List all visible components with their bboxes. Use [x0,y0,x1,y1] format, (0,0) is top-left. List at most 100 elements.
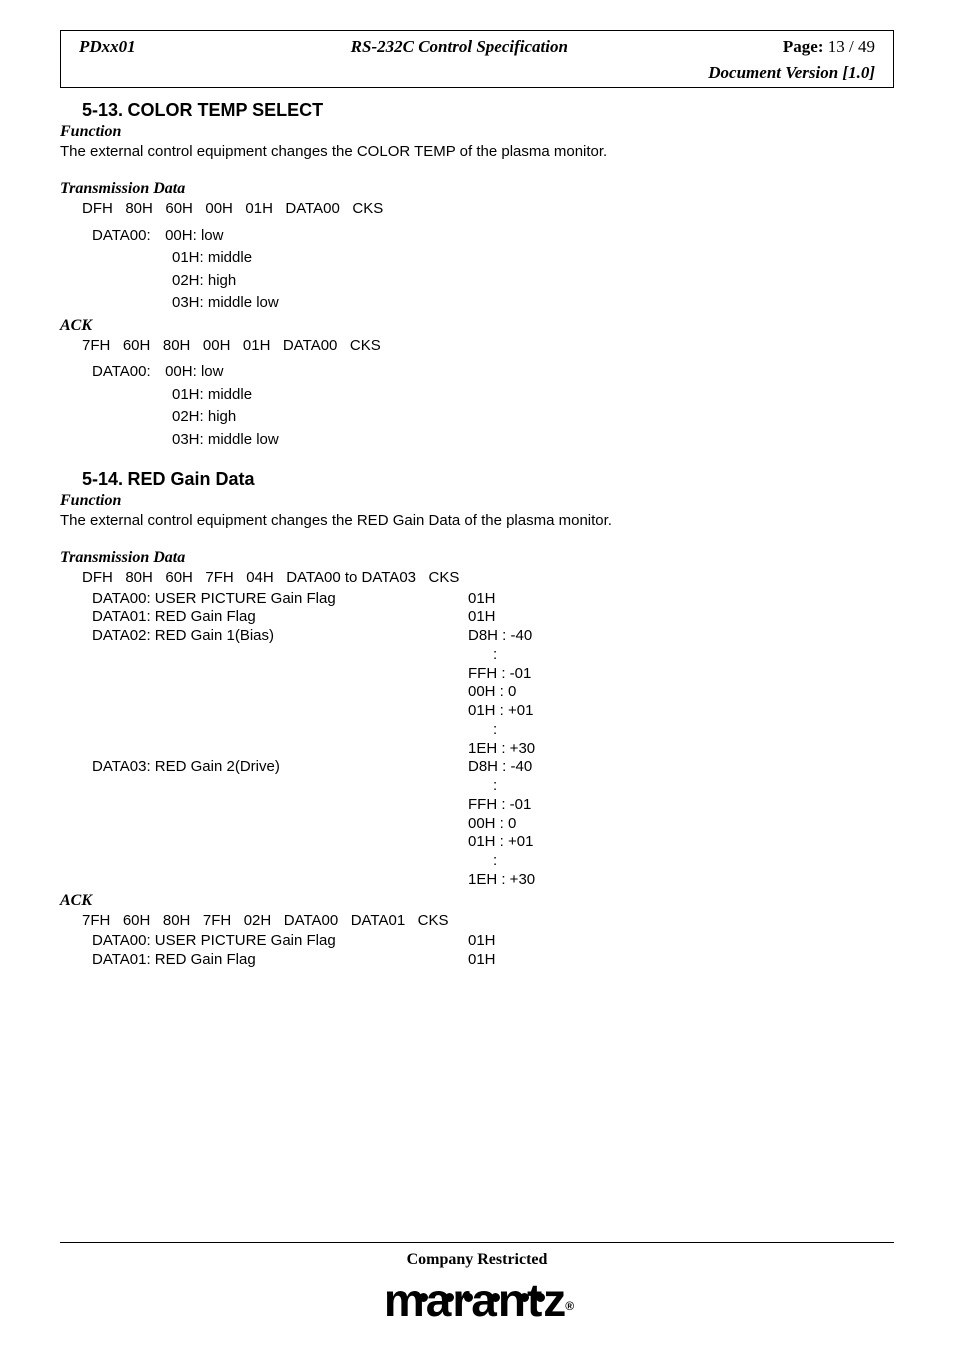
table-row: 01H : +01 [92,702,674,721]
marantz-logo: m a r a n t z ® [384,1273,570,1327]
row-label [92,665,468,684]
logo-letter: z [543,1273,561,1327]
function-text-5-14: The external control equipment changes t… [60,512,894,529]
section-number-5-14: 5-14. [82,469,123,490]
trans-data00-label-5-13: DATA00: [92,227,151,244]
row-label [92,777,468,796]
ack-data00-v1: 01H: middle [172,384,894,407]
row-label: DATA03: RED Gain 2(Drive) [92,758,468,777]
page: PDxx01 RS-232C Control Specification Pag… [0,0,954,1351]
row-value: D8H : -40 [468,627,674,646]
logo-dot-icon [491,1293,500,1302]
row-label [92,871,468,890]
table-row: FFH : -01 [92,665,674,684]
logo-dot-icon [536,1293,545,1302]
table-row: DATA02: RED Gain 1(Bias)D8H : -40 [92,627,674,646]
row-label [92,721,468,740]
row-value: 00H : 0 [468,815,674,834]
ack-data00-label-5-13: DATA00: [92,363,151,380]
logo-dot-icon [464,1293,473,1302]
function-label-5-13: Function [60,123,894,141]
logo-dot-icon [445,1293,454,1302]
table-row: 1EH : +30 [92,871,674,890]
transmission-bytes-5-13: DFH 80H 60H 00H 01H DATA00 CKS [82,198,894,221]
row-value: D8H : -40 [468,758,674,777]
header-page: Page: 13 / 49 [783,37,875,57]
logo-text: m a r a n t z ® [384,1273,570,1327]
transmission-table-5-14: DATA00: USER PICTURE Gain Flag01H DATA01… [92,590,674,890]
header-version: Document Version [1.0] [79,63,875,83]
function-text-5-13: The external control equipment changes t… [60,143,894,160]
row-label: DATA02: RED Gain 1(Bias) [92,627,468,646]
table-row: FFH : -01 [92,796,674,815]
row-value: 00H : 0 [468,683,674,702]
function-label-5-14: Function [60,492,894,510]
section-heading-5-13: 5-13. COLOR TEMP SELECT [60,100,894,121]
table-row: DATA01: RED Gain Flag01H [92,951,674,970]
table-row: DATA01: RED Gain Flag01H [92,608,674,627]
trans-data00-v3: 03H: middle low [172,292,894,315]
transmission-data00-5-13: DATA00: 00H: low 01H: middle 02H: high 0… [60,225,894,315]
header-page-label: Page: [783,37,824,56]
row-value: 1EH : +30 [468,871,674,890]
row-value: : [468,646,674,665]
ack-label-5-14: ACK [60,892,894,910]
section-5-14: 5-14. RED Gain Data Function The externa… [60,469,894,970]
row-label: DATA00: USER PICTURE Gain Flag [92,932,468,951]
trans-data00-v0: 00H: low [165,227,223,244]
transmission-bytes-5-14: DFH 80H 60H 7FH 04H DATA00 to DATA03 CKS [82,567,894,590]
transmission-label-5-14: Transmission Data [60,549,894,567]
row-label [92,702,468,721]
table-row: 00H : 0 [92,683,674,702]
logo-letter: r [452,1273,465,1327]
ack-table-5-14: DATA00: USER PICTURE Gain Flag01H DATA01… [92,932,674,970]
row-label [92,683,468,702]
row-value: 1EH : +30 [468,740,674,759]
row-label [92,740,468,759]
registered-icon: ® [565,1299,574,1313]
trans-data00-v1: 01H: middle [172,247,894,270]
row-value: 01H [468,608,674,627]
table-row: 00H : 0 [92,815,674,834]
header-box: PDxx01 RS-232C Control Specification Pag… [60,30,894,88]
row-value: 01H [468,951,674,970]
table-row: 1EH : +30 [92,740,674,759]
section-title-5-14: RED Gain Data [127,469,254,489]
row-label: DATA01: RED Gain Flag [92,608,468,627]
footer-text: Company Restricted [0,1251,954,1269]
header-center: RS-232C Control Specification [136,37,783,57]
row-value: FFH : -01 [468,665,674,684]
table-row: DATA03: RED Gain 2(Drive)D8H : -40 [92,758,674,777]
row-value: 01H : +01 [468,833,674,852]
section-heading-5-14: 5-14. RED Gain Data [60,469,894,490]
table-row: : [92,777,674,796]
logo-letter: a [471,1273,492,1327]
header-row-1: PDxx01 RS-232C Control Specification Pag… [79,37,875,57]
row-label [92,833,468,852]
table-row: : [92,852,674,871]
row-value: FFH : -01 [468,796,674,815]
row-label: DATA00: USER PICTURE Gain Flag [92,590,468,609]
row-value: 01H [468,932,674,951]
row-value: 01H : +01 [468,702,674,721]
table-row: DATA00: USER PICTURE Gain Flag01H [92,590,674,609]
footer-rule [60,1242,894,1243]
logo-dot-icon [520,1293,529,1302]
row-label: DATA01: RED Gain Flag [92,951,468,970]
section-title-5-13: COLOR TEMP SELECT [127,100,323,120]
table-row: DATA00: USER PICTURE Gain Flag01H [92,932,674,951]
ack-bytes-5-13: 7FH 60H 80H 00H 01H DATA00 CKS [82,335,894,358]
ack-data00-5-13: DATA00: 00H: low 01H: middle 02H: high 0… [60,361,894,451]
row-label [92,796,468,815]
table-row: : [92,646,674,665]
ack-data00-v3: 03H: middle low [172,429,894,452]
logo-letter: n [498,1273,521,1327]
table-row: 01H : +01 [92,833,674,852]
transmission-label-5-13: Transmission Data [60,180,894,198]
ack-data00-v0: 00H: low [165,363,223,380]
section-5-13: 5-13. COLOR TEMP SELECT Function The ext… [60,100,894,451]
logo-letter: m [384,1273,420,1327]
ack-data00-v2: 02H: high [172,406,894,429]
row-label [92,815,468,834]
section-number-5-13: 5-13. [82,100,123,121]
